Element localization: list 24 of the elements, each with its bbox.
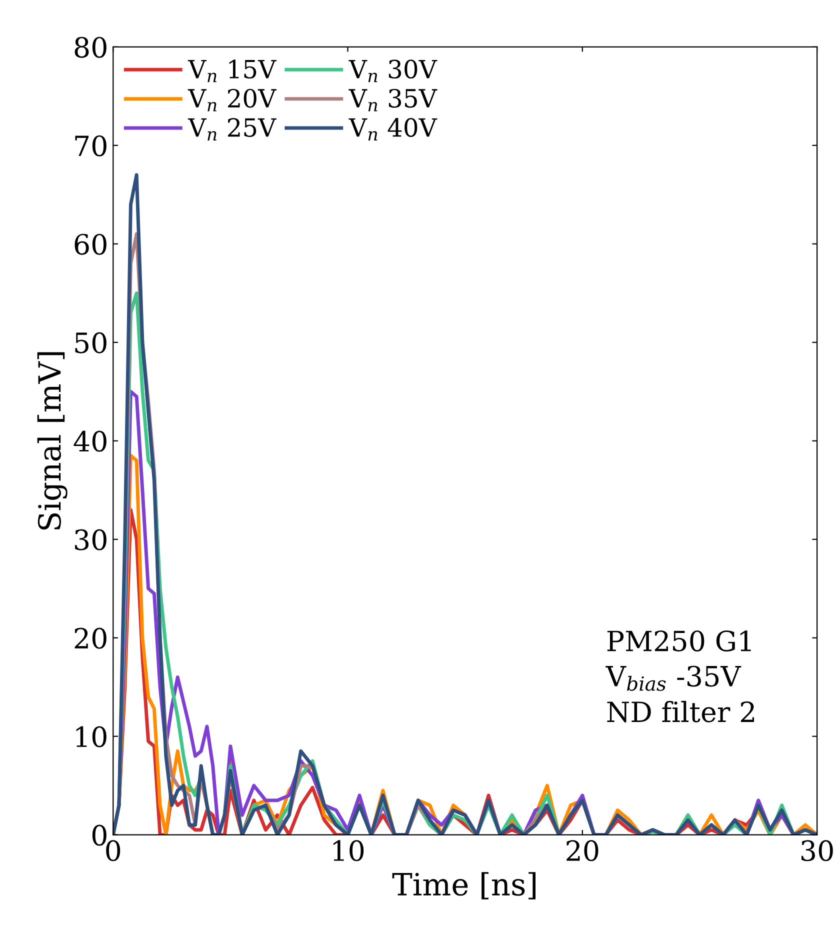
annotation: PM250 G1: [607, 630, 751, 652]
x-tick-label: 30: [801, 840, 833, 862]
x-axis-title: Time [ns]: [392, 872, 536, 900]
y-tick-label: 30: [75, 529, 106, 550]
annotation: V$_{bias}$ -35V: [606, 666, 742, 691]
x-tick-label: 10: [333, 840, 364, 862]
y-tick-label: 40: [74, 430, 106, 452]
y-tick-label: 20: [74, 628, 106, 649]
legend-label: V$_{n}$ 15V: [188, 60, 277, 82]
legend-label: V$_{n}$ 35V: [348, 88, 438, 112]
x-tick-label: 0: [106, 840, 120, 862]
y-axis-title: Signal [mV]: [37, 352, 68, 530]
y-tick-label: 80: [74, 36, 106, 58]
legend-label: V$_{n}$ 30V: [348, 60, 438, 82]
y-tick-label: 70: [75, 135, 106, 156]
legend-label: V$_{n}$ 40V: [348, 118, 438, 140]
y-tick-label: 50: [75, 332, 106, 354]
y-tick-label: 10: [76, 726, 106, 748]
y-tick-label: 0: [92, 824, 106, 846]
annotation: ND filter 2: [607, 700, 754, 722]
legend-label: V$_{n}$ 20V: [188, 88, 277, 112]
x-tick-label: 20: [566, 840, 598, 862]
y-tick-label: 60: [74, 234, 106, 255]
legend-label: V$_{n}$ 25V: [188, 118, 277, 140]
